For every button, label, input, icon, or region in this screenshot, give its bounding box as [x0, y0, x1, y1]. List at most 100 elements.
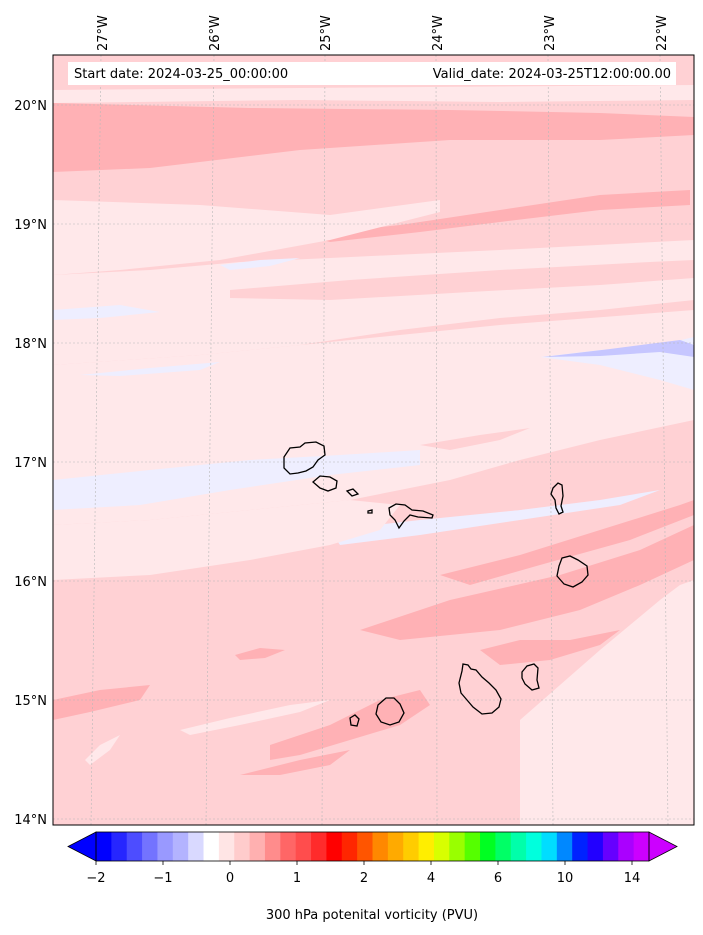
pv-medium-band: [305, 190, 690, 242]
island-brava: [349, 714, 360, 727]
colorbar-segment: [418, 832, 435, 861]
island-boa-vista: [556, 555, 589, 588]
colorbar-right-arrow: [648, 831, 678, 862]
lon-label: 25°W: [319, 15, 334, 51]
island-maio: [521, 663, 540, 691]
header-box: [68, 62, 676, 85]
colorbar-tick-label: 2: [360, 871, 368, 886]
colorbar-tick-label: 0: [226, 871, 234, 886]
pv-negative-strong: [543, 340, 694, 357]
pv-light-band: [230, 260, 694, 300]
colorbar-segment: [295, 832, 312, 861]
colorbar-tick-label: 14: [624, 871, 641, 886]
island-santiago: [458, 663, 502, 715]
pv-medium-band: [480, 630, 620, 665]
colorbar-segment: [157, 832, 174, 861]
pv-light-band: [53, 500, 400, 580]
colorbar-segment: [142, 832, 158, 861]
pv-medium-band: [440, 500, 694, 585]
colorbar-segment: [433, 832, 450, 861]
lat-label: 18°N: [14, 337, 47, 352]
latitude-labels: 20°N 19°N 18°N 17°N 16°N 15°N 14°N: [14, 99, 47, 828]
island-fogo: [375, 697, 405, 726]
colorbar-segment: [218, 832, 235, 861]
colorbar-segment: [587, 832, 604, 861]
colorbar-segment: [372, 832, 389, 861]
colorbar-tick-label: −2: [86, 871, 105, 886]
colorbar-segment: [480, 832, 496, 861]
lon-label: 22°W: [655, 15, 670, 51]
island-santo-antao: [283, 441, 326, 475]
pv-negative-area: [80, 362, 220, 376]
lon-label: 23°W: [543, 15, 558, 51]
colorbar-segment: [326, 832, 343, 861]
island-sao-nicolau: [388, 503, 434, 530]
lon-label: 26°W: [208, 15, 223, 51]
pv-light-band: [640, 590, 694, 690]
map-frame: [52, 54, 695, 826]
colorbar-segment: [96, 832, 112, 861]
colorbar-segment: [341, 832, 358, 861]
colorbar-left-arrow: [67, 831, 97, 862]
colorbar-tick-label: 10: [557, 871, 574, 886]
colorbar-segment: [126, 832, 143, 861]
pv-light-band: [180, 700, 330, 735]
lat-label: 17°N: [14, 456, 47, 471]
island-sao-vicente: [312, 475, 338, 492]
pv-medium-band: [53, 685, 150, 720]
colorbar-segment: [618, 832, 635, 861]
colorbar-segment: [357, 832, 373, 861]
colorbar-segment: [203, 832, 220, 861]
colorbar-segment: [311, 832, 327, 861]
pv-light-band: [85, 735, 120, 765]
pv-medium-band: [360, 525, 694, 640]
colorbar-segments: [96, 832, 650, 861]
start-date-label: Start date: 2024-03-25_00:00:00: [74, 67, 288, 82]
colorbar-segment: [602, 832, 619, 861]
colorbar-segment: [556, 832, 573, 861]
colorbar-tick-label: 4: [427, 871, 435, 886]
colorbar-segment: [387, 832, 404, 861]
pv-light-band: [53, 85, 694, 103]
colorbar-tick-label: −1: [153, 871, 172, 886]
pv-medium-band: [270, 690, 430, 760]
lat-label: 16°N: [14, 575, 47, 590]
valid-date-label: Valid_date: 2024-03-25T12:00:00.00: [433, 67, 671, 82]
pv-medium-band: [235, 648, 285, 660]
colorbar-segment: [172, 832, 189, 861]
pv-negative-area: [220, 258, 300, 270]
lat-label: 19°N: [14, 218, 47, 233]
lat-label: 15°N: [14, 694, 47, 709]
colorbar-segment: [249, 832, 266, 861]
colorbar-segment: [234, 832, 251, 861]
pv-light-band: [420, 428, 530, 450]
pv-negative-area: [53, 450, 420, 510]
graticule: [53, 55, 694, 825]
colorbar-segment: [280, 832, 297, 861]
island-sal: [550, 482, 564, 515]
colorbar-segment: [188, 832, 205, 861]
lat-label: 20°N: [14, 99, 47, 114]
colorbar-segment: [572, 832, 589, 861]
colorbar-segment: [264, 832, 281, 861]
colorbar: −2 −1 0 1 2 4 6 10 14 300 hPa potenital …: [67, 831, 678, 923]
coastlines: [283, 441, 589, 727]
lon-label: 27°W: [96, 15, 111, 51]
lon-label: 24°W: [431, 15, 446, 51]
colorbar-segment: [403, 832, 420, 861]
colorbar-segment: [449, 832, 466, 861]
pv-light-band: [450, 455, 694, 515]
lat-label: 14°N: [14, 813, 47, 828]
pv-negative-area: [53, 305, 160, 320]
colorbar-segment: [526, 832, 542, 861]
colorbar-ticks: [95, 861, 633, 865]
pv-light-band: [53, 200, 440, 275]
island-branco: [367, 509, 373, 514]
colorbar-frame: [95, 831, 650, 862]
island-santa-luzia: [345, 488, 360, 497]
colorbar-segment: [510, 832, 527, 861]
colorbar-segment: [541, 832, 558, 861]
colorbar-segment: [495, 832, 512, 861]
colorbar-segment: [464, 832, 481, 861]
